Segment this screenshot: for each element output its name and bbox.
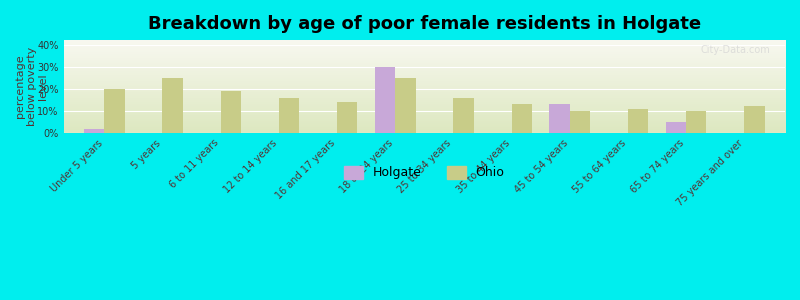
Bar: [221, 91, 241, 133]
Bar: [375, 67, 395, 133]
Bar: [744, 106, 765, 133]
Bar: [511, 104, 532, 133]
Bar: [686, 111, 706, 133]
Y-axis label: percentage
below poverty
level: percentage below poverty level: [15, 47, 48, 126]
Bar: [278, 98, 299, 133]
Bar: [104, 89, 125, 133]
Bar: [550, 104, 570, 133]
Bar: [454, 98, 474, 133]
Bar: [337, 102, 358, 133]
Text: City-Data.com: City-Data.com: [701, 45, 770, 55]
Bar: [84, 129, 104, 133]
Bar: [570, 111, 590, 133]
Bar: [628, 109, 648, 133]
Bar: [395, 78, 415, 133]
Title: Breakdown by age of poor female residents in Holgate: Breakdown by age of poor female resident…: [148, 15, 701, 33]
Bar: [666, 122, 686, 133]
Bar: [162, 78, 182, 133]
Legend: Holgate, Ohio: Holgate, Ohio: [339, 161, 510, 184]
